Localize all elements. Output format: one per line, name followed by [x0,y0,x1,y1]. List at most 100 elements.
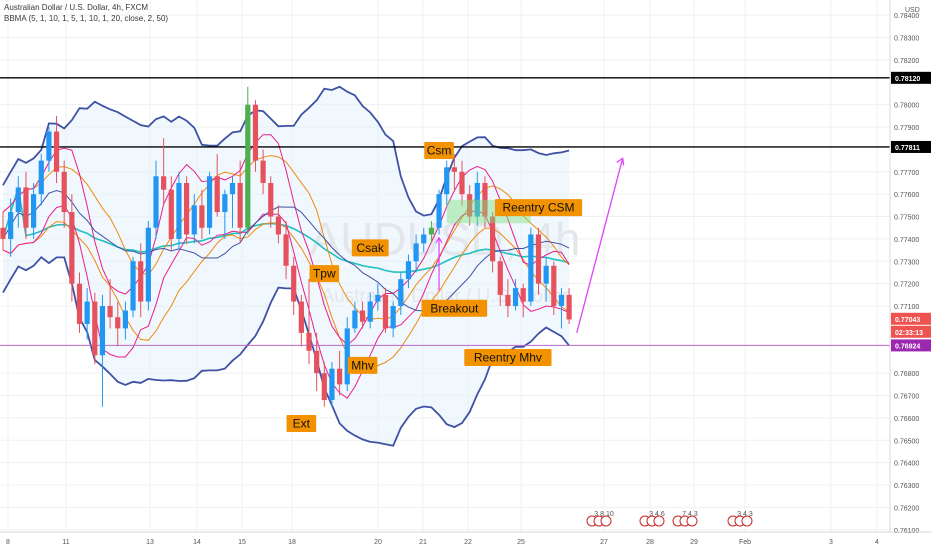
annotation-tpw: Tpw [309,265,340,283]
candle-body [38,160,44,195]
annotation-label: Csak [357,241,385,255]
price-tag-label: 0.78120 [895,76,920,83]
candle-body [130,261,136,311]
symbol-title[interactable]: Australian Dollar / U.S. Dollar, 4h, FXC… [4,3,149,12]
projection-arrow [576,158,624,334]
bollinger-upper [2,85,570,217]
price-tick-label: 0.76500 [894,438,919,445]
price-tick-label: 0.76400 [894,461,919,468]
candle-body [321,373,327,400]
price-tag-label: 0.77811 [895,145,920,152]
indicator-legend[interactable]: BBMA (5, 1, 10, 1, 5, 1, 10, 1, 20, clos… [4,14,169,23]
candle-body [53,131,60,172]
candle-body [344,328,350,385]
candle-body [421,234,427,244]
candle-body [245,104,251,228]
candle-body [176,182,182,239]
annotation-label: Ext [293,416,311,430]
candle-body [413,243,419,262]
candle-body [84,301,90,324]
candle-body [99,306,106,356]
breakout-marker-head [435,236,443,244]
candle-body [482,182,488,217]
event-flag-icon: 7 4 3 [672,511,698,527]
candle-body [107,306,113,318]
candle-body [122,310,128,329]
annotation-label: Csm [427,144,452,158]
candle-body [69,212,75,284]
event-flag-icon: 3 4 6 [639,511,665,527]
annotation-label: Tpw [313,267,336,281]
price-tag: 0.77043 [891,312,931,325]
candle-body [405,261,412,280]
event-label: 7 4 3 [682,511,698,518]
candle-body [375,294,381,302]
bollinger-lower [2,255,570,447]
candle-body [268,182,274,217]
candle-body [367,301,373,322]
price-tick-label: 0.77100 [894,304,919,311]
price-tick-label: 0.77500 [894,215,919,222]
annotation-csak: Csak [351,239,389,257]
time-tick-label: 28 [646,539,654,546]
candle-body [497,261,503,295]
time-tick-label: 4 [875,539,879,546]
candle-body [474,182,480,217]
annotation-csm: Csm [424,142,454,160]
candle-body [138,261,144,302]
candles [0,86,572,407]
time-tick-label: 27 [600,539,608,546]
candle-body [161,176,167,190]
candle-body [390,306,396,329]
candle-body [31,194,37,228]
annotation-ext: Ext [286,414,317,432]
candle-body [214,176,220,213]
event-markers: 3 8 10 3 4 6 7 4 3 3 4 3 [586,511,753,527]
price-tick-label: 0.76300 [894,483,919,490]
candle-body [558,294,565,307]
annotation-label: Reentry CSM [502,201,574,215]
candle-body [359,310,366,322]
event-label: 3 4 6 [649,511,665,518]
price-tick-label: 0.76800 [894,371,919,378]
candle-body [490,216,496,262]
price-tick-label: 0.78300 [894,36,919,43]
candle-body [76,283,83,324]
candle-body [451,167,457,172]
candle-body [260,160,266,183]
time-tick-label: 22 [464,539,472,546]
price-tag: 0.78120 [891,71,931,84]
candle-body [382,294,389,329]
candle-body [8,212,14,239]
price-axis [890,0,932,550]
candle-body [520,288,526,302]
ma5-high-line [2,134,570,346]
candle-body [0,227,6,239]
event-label: 3 8 10 [594,511,614,518]
event-flag-icon: 3 4 3 [727,511,753,527]
candle-body [153,176,159,228]
projection-arrow-head [616,157,625,166]
price-tick-label: 0.77700 [894,170,919,177]
price-tick-label: 0.76100 [894,528,919,535]
price-tag-label: 0.77043 [895,317,920,324]
annotation-label: Reentry Mhv [474,350,542,364]
candle-body [222,194,228,213]
bollinger-mid [2,189,570,312]
price-tick-label: 0.78200 [894,58,919,65]
candle-body [566,294,572,320]
annotation-breakout: Breakout [421,299,488,317]
candle-body [551,265,557,307]
candle-body [505,294,511,307]
price-tag: 02:33:13 [891,325,931,338]
price-tick-label: 0.77300 [894,259,919,266]
candle-body [92,301,98,356]
time-tick-label: 14 [193,539,201,546]
candle-body [145,227,151,302]
candle-body [329,368,335,400]
candle-body [352,310,358,329]
time-tick-label: 20 [374,539,382,546]
candle-body [444,167,450,195]
